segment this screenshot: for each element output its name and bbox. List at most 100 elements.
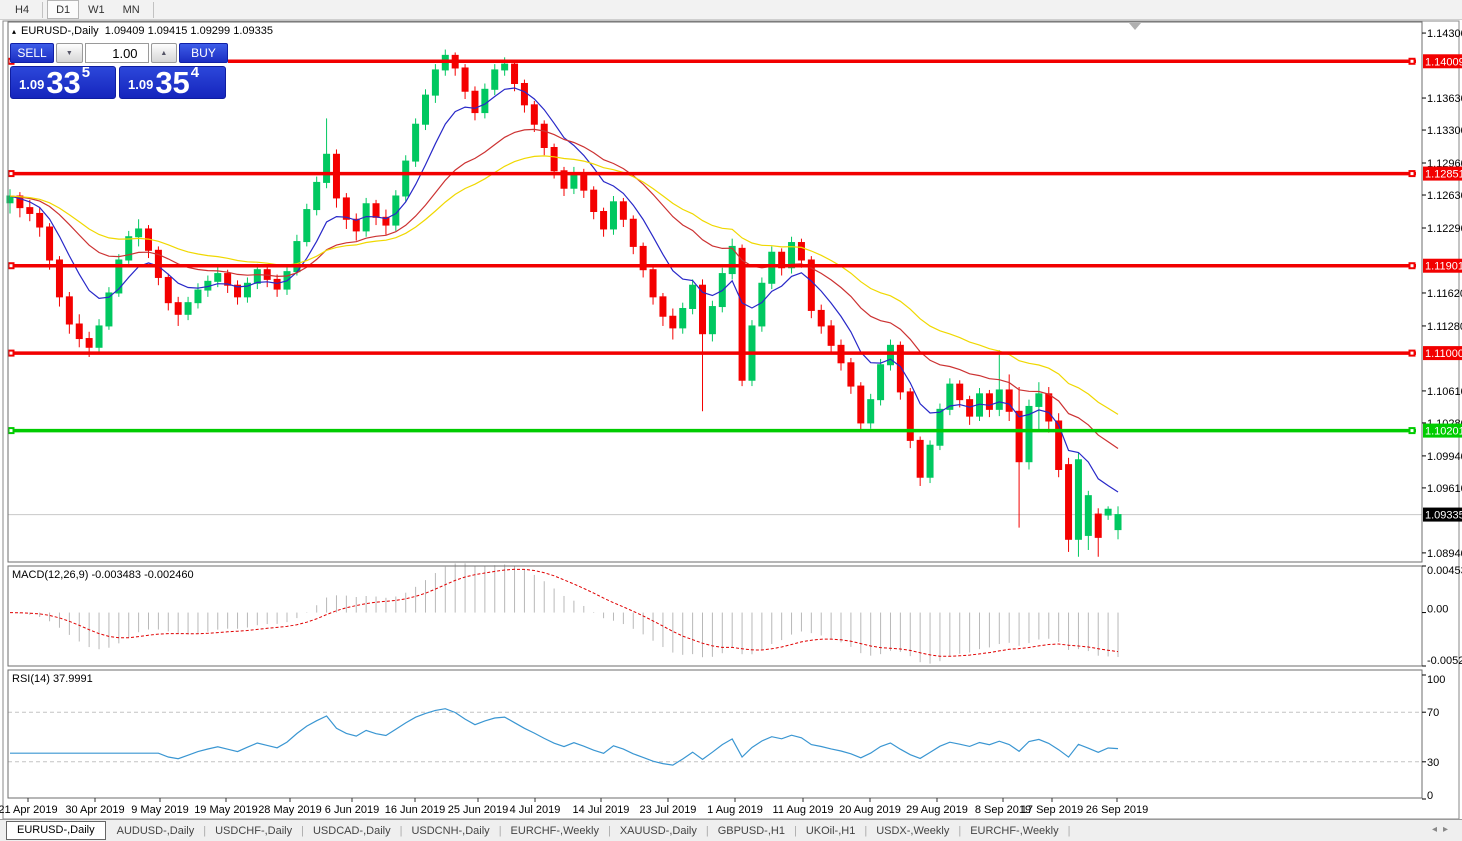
- sell-price-prefix: 1.09: [19, 77, 45, 92]
- timeframe-button-d1[interactable]: D1: [47, 0, 80, 19]
- svg-text:19 May 2019: 19 May 2019: [194, 804, 258, 816]
- chevron-down-icon: ▼: [65, 49, 73, 57]
- bottom-tab-bar: EURUSD-,Daily AUDUSD-,Daily | USDCHF-,Daily…: [0, 819, 1462, 841]
- tab-scroll-right-icon[interactable]: ▸: [1442, 824, 1454, 835]
- tab-scroll-arrows[interactable]: ◂▸: [1432, 824, 1454, 835]
- svg-text:8 Sep 2019: 8 Sep 2019: [975, 804, 1031, 816]
- svg-text:23 Jul 2019: 23 Jul 2019: [640, 804, 697, 816]
- timeframe-button-w1[interactable]: W1: [88, 3, 105, 16]
- svg-text:1.11000: 1.11000: [1425, 348, 1462, 360]
- svg-text:21 Apr 2019: 21 Apr 2019: [0, 804, 58, 816]
- svg-text:1.11620: 1.11620: [1427, 288, 1462, 300]
- scroll-end-marker-icon[interactable]: [1129, 23, 1141, 30]
- svg-text:1.11901: 1.11901: [1425, 261, 1462, 273]
- tab-gbpusd-h1[interactable]: GBPUSD-,H1: [717, 824, 785, 837]
- tab-separator: |: [301, 824, 304, 837]
- rsi-indicator-label: RSI(14) 37.9991: [12, 673, 93, 685]
- tab-eurusd-daily[interactable]: EURUSD-,Daily: [6, 821, 106, 840]
- tab-eurchf-weekly[interactable]: EURCHF-,Weekly: [510, 824, 599, 837]
- toolbar-separator: [42, 1, 44, 18]
- tab-ukoil-h1[interactable]: UKOil-,H1: [805, 824, 856, 837]
- pane-border: [7, 669, 1423, 799]
- svg-text:16 Jun 2019: 16 Jun 2019: [385, 804, 446, 816]
- svg-text:1.10201: 1.10201: [1425, 426, 1462, 438]
- timeframe-button-mn[interactable]: MN: [122, 3, 140, 16]
- one-click-trade-panel: SELL ▼ ▲ BUY 1.09 33 5 1.09 35 4: [10, 43, 228, 99]
- svg-text:1.12630: 1.12630: [1427, 190, 1462, 202]
- chevron-up-icon: ▲: [160, 49, 168, 57]
- tab-separator: |: [864, 824, 868, 837]
- svg-text:6 Jun 2019: 6 Jun 2019: [325, 804, 379, 816]
- svg-text:20 Aug 2019: 20 Aug 2019: [839, 804, 901, 816]
- svg-text:1.14009: 1.14009: [1425, 56, 1462, 68]
- svg-text:9 May 2019: 9 May 2019: [131, 804, 188, 816]
- svg-text:25 Jun 2019: 25 Jun 2019: [448, 804, 509, 816]
- svg-text:17 Sep 2019: 17 Sep 2019: [1021, 804, 1083, 816]
- timeframe-button-h4[interactable]: H4: [15, 3, 30, 16]
- svg-text:1.11280: 1.11280: [1427, 321, 1462, 333]
- svg-text:30 Apr 2019: 30 Apr 2019: [65, 804, 124, 816]
- svg-text:0.004536: 0.004536: [1427, 565, 1462, 577]
- tab-separator: |: [1067, 824, 1071, 837]
- chart-title: ▴ EURUSD-,Daily 1.09409 1.09415 1.09299 1…: [12, 25, 273, 37]
- trade-controls-row: SELL ▼ ▲ BUY: [10, 43, 228, 63]
- svg-text:0: 0: [1427, 790, 1433, 802]
- tab-scroll-left-icon[interactable]: ◂: [1431, 824, 1443, 835]
- toolbar-separator: [152, 1, 154, 18]
- pane-border: [7, 21, 1423, 563]
- svg-text:1.14300: 1.14300: [1427, 28, 1462, 40]
- tab-separator: |: [498, 824, 502, 837]
- collapse-triangle-icon[interactable]: ▴: [12, 27, 17, 36]
- tab-usdcad-daily[interactable]: USDCAD-,Daily: [312, 824, 391, 837]
- svg-text:1.08940: 1.08940: [1427, 548, 1462, 560]
- svg-text:1.10610: 1.10610: [1427, 386, 1462, 398]
- tab-separator: |: [607, 824, 611, 837]
- svg-text:11 Aug 2019: 11 Aug 2019: [773, 804, 834, 816]
- tab-audusd-daily[interactable]: AUDUSD-,Daily: [116, 824, 195, 837]
- tab-xauusd-daily[interactable]: XAUUSD-,Daily: [619, 824, 697, 837]
- buy-button[interactable]: BUY: [179, 43, 228, 63]
- buy-price-main: 35: [155, 65, 190, 100]
- svg-text:1.13300: 1.13300: [1427, 125, 1462, 137]
- level-lines: [7, 57, 1416, 435]
- sell-button[interactable]: SELL: [10, 43, 55, 63]
- svg-text:1.09335: 1.09335: [1425, 510, 1462, 522]
- svg-text:1.12851: 1.12851: [1425, 169, 1462, 181]
- tab-usdcnh-daily[interactable]: USDCNH-,Daily: [411, 824, 490, 837]
- buy-price-button[interactable]: 1.09 35 4: [119, 64, 226, 100]
- svg-text:1.13630: 1.13630: [1427, 93, 1462, 105]
- sell-price-button[interactable]: 1.09 33 5: [10, 64, 116, 99]
- tab-separator: |: [958, 824, 962, 837]
- tab-separator: |: [793, 824, 797, 837]
- trade-prices-row: 1.09 33 5 1.09 35 4: [10, 64, 228, 100]
- svg-text:1.09610: 1.09610: [1427, 483, 1462, 495]
- svg-text:14 Jul 2019: 14 Jul 2019: [573, 804, 630, 816]
- price-axis: 1.143001.136301.133001.129601.126301.122…: [1422, 28, 1462, 560]
- svg-text:-0.005205: -0.005205: [1427, 655, 1462, 667]
- volume-decrease-button[interactable]: ▼: [56, 43, 83, 63]
- pane-border: [7, 565, 1423, 667]
- volume-increase-button[interactable]: ▲: [150, 43, 178, 63]
- svg-text:4 Jul 2019: 4 Jul 2019: [510, 804, 561, 816]
- svg-text:30: 30: [1427, 757, 1439, 769]
- date-axis: 21 Apr 2019 30 Apr 2019 9 May 2019 19 May 2…: [0, 798, 1148, 816]
- svg-text:29 Aug 2019: 29 Aug 2019: [906, 804, 968, 816]
- ma-slow-line: [9, 155, 1119, 415]
- rsi-axis: 100 70 30 0: [1422, 674, 1445, 802]
- svg-text:70: 70: [1427, 707, 1439, 719]
- svg-text:0.00: 0.00: [1427, 604, 1448, 616]
- symbol-period-label: EURUSD-,Daily: [21, 25, 99, 37]
- ma-mid-line: [9, 128, 1119, 449]
- sell-price-pipette: 5: [81, 64, 91, 81]
- tab-usdx-weekly[interactable]: USDX-,Weekly: [876, 824, 950, 837]
- buy-price-pipette: 4: [190, 64, 200, 81]
- tab-eurchf-weekly[interactable]: EURCHF-,Weekly: [970, 824, 1059, 837]
- rsi-line: [10, 708, 1119, 766]
- candles: [6, 49, 1122, 557]
- svg-text:26 Sep 2019: 26 Sep 2019: [1086, 804, 1148, 816]
- volume-input[interactable]: [84, 43, 149, 63]
- tab-usdchf-daily[interactable]: USDCHF-,Daily: [215, 824, 293, 837]
- macd-signal-line: [9, 568, 1119, 657]
